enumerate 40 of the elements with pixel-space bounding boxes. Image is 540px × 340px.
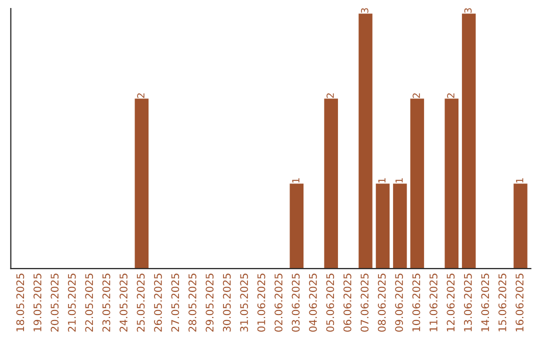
data-label: 3 xyxy=(360,8,368,13)
x-tick-label: 28.05.2025 xyxy=(188,274,196,332)
x-tick-label: 19.05.2025 xyxy=(33,274,42,332)
data-label: 1 xyxy=(516,178,524,183)
x-tick-label: 29.05.2025 xyxy=(206,274,214,332)
x-tick-label: 09.06.2025 xyxy=(395,274,403,332)
data-label: 3 xyxy=(464,8,472,13)
x-tick-label: 23.05.2025 xyxy=(102,274,110,332)
data-label: 1 xyxy=(292,178,300,183)
x-tick-label: 01.06.2025 xyxy=(257,274,266,332)
x-tick-label: 10.06.2025 xyxy=(412,274,420,332)
data-label: 1 xyxy=(378,178,386,183)
x-tick-label: 18.05.2025 xyxy=(16,274,24,332)
data-label: 2 xyxy=(447,93,454,98)
x-tick-label: 21.05.2025 xyxy=(68,274,76,332)
x-tick-label: 26.05.2025 xyxy=(154,274,162,332)
x-tick-label: 05.06.2025 xyxy=(326,274,334,332)
x-tick-label: 02.06.2025 xyxy=(274,274,282,332)
x-tick-label: 14.06.2025 xyxy=(481,274,490,332)
x-tick-label: 06.06.2025 xyxy=(343,274,352,332)
x-tick-label: 04.06.2025 xyxy=(309,274,317,332)
x-tick-label: 11.06.2025 xyxy=(430,274,438,332)
x-tick-label: 13.06.2025 xyxy=(464,274,472,332)
x-tick-label: 07.06.2025 xyxy=(360,274,369,332)
x-tick-label: 03.06.2025 xyxy=(292,274,300,332)
x-tick-label: 15.06.2025 xyxy=(498,274,506,332)
x-tick-label: 25.05.2025 xyxy=(136,274,145,332)
data-label: 1 xyxy=(396,178,403,183)
data-label: 2 xyxy=(412,93,420,98)
data-label: 2 xyxy=(326,93,334,98)
x-tick-label: 12.06.2025 xyxy=(446,274,455,332)
x-tick-label: 30.05.2025 xyxy=(222,274,231,332)
x-tick-label: 31.05.2025 xyxy=(240,274,248,332)
x-tick-label: 08.06.2025 xyxy=(378,274,386,332)
x-tick-label: 20.05.2025 xyxy=(50,274,59,332)
data-label: 2 xyxy=(137,93,144,98)
x-tick-label: 27.05.2025 xyxy=(171,274,180,332)
x-tick-label: 16.06.2025 xyxy=(516,274,524,332)
x-tick-label: 24.05.2025 xyxy=(120,274,128,332)
x-tick-label: 22.05.2025 xyxy=(85,274,94,332)
